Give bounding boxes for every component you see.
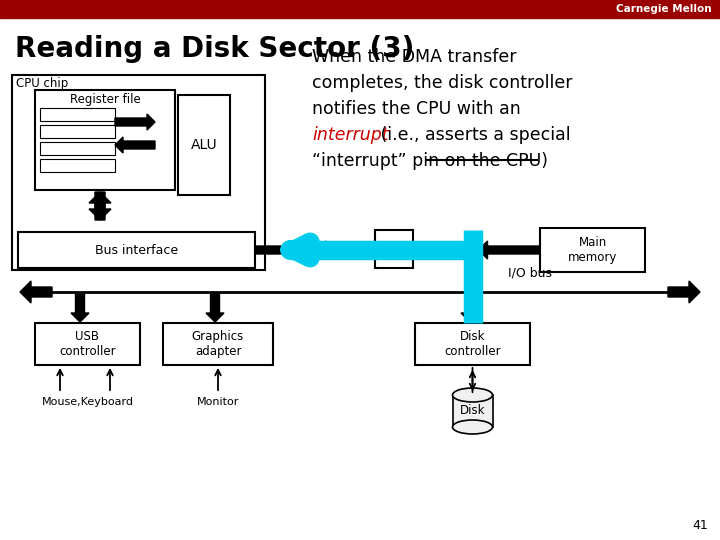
Bar: [178, 95, 230, 195]
Polygon shape: [115, 114, 155, 130]
Text: I/O bus: I/O bus: [508, 267, 552, 280]
Text: Graphics
adapter: Graphics adapter: [192, 330, 244, 358]
Polygon shape: [255, 241, 313, 259]
Text: notifies the CPU with an: notifies the CPU with an: [312, 100, 521, 118]
Bar: [415, 323, 530, 365]
Text: Disk: Disk: [460, 404, 485, 417]
Bar: [40, 159, 115, 172]
Text: Main
memory: Main memory: [568, 236, 617, 264]
Text: (i.e., asserts a special: (i.e., asserts a special: [375, 126, 571, 144]
Bar: [0, 0, 720, 18]
Polygon shape: [668, 281, 700, 303]
Text: “interrupt” pin on the CPU): “interrupt” pin on the CPU): [312, 152, 548, 170]
Text: Register file: Register file: [70, 93, 140, 106]
Bar: [35, 90, 175, 190]
Bar: [18, 232, 255, 268]
Polygon shape: [20, 281, 52, 303]
Text: Reading a Disk Sector (3): Reading a Disk Sector (3): [15, 35, 415, 63]
Polygon shape: [89, 192, 111, 220]
Polygon shape: [479, 241, 540, 259]
Text: Monitor: Monitor: [197, 397, 239, 407]
Text: 41: 41: [692, 519, 708, 532]
Polygon shape: [413, 241, 474, 259]
Polygon shape: [461, 294, 479, 322]
Text: Mouse,Keyboard: Mouse,Keyboard: [42, 397, 133, 407]
Text: Carnegie Mellon: Carnegie Mellon: [616, 4, 712, 14]
Bar: [540, 228, 645, 272]
Polygon shape: [206, 294, 224, 322]
Text: interrupt: interrupt: [312, 126, 389, 144]
Text: USB
controller: USB controller: [59, 330, 116, 358]
Text: Disk
controller: Disk controller: [444, 330, 501, 358]
Polygon shape: [317, 241, 375, 259]
Text: completes, the disk controller: completes, the disk controller: [312, 74, 572, 92]
Ellipse shape: [452, 420, 492, 434]
Text: Bus interface: Bus interface: [95, 244, 178, 256]
Text: CPU chip: CPU chip: [16, 77, 68, 90]
Bar: [40, 108, 115, 121]
Bar: [163, 323, 273, 365]
Bar: [35, 323, 140, 365]
Bar: [375, 230, 413, 268]
Bar: [452, 395, 492, 427]
Text: When the DMA transfer: When the DMA transfer: [312, 48, 516, 66]
Bar: [40, 125, 115, 138]
Bar: [12, 75, 265, 270]
Polygon shape: [71, 294, 89, 322]
Polygon shape: [115, 137, 155, 153]
Text: ALU: ALU: [191, 138, 217, 152]
Bar: [40, 142, 115, 155]
Polygon shape: [89, 192, 111, 220]
Ellipse shape: [452, 388, 492, 402]
